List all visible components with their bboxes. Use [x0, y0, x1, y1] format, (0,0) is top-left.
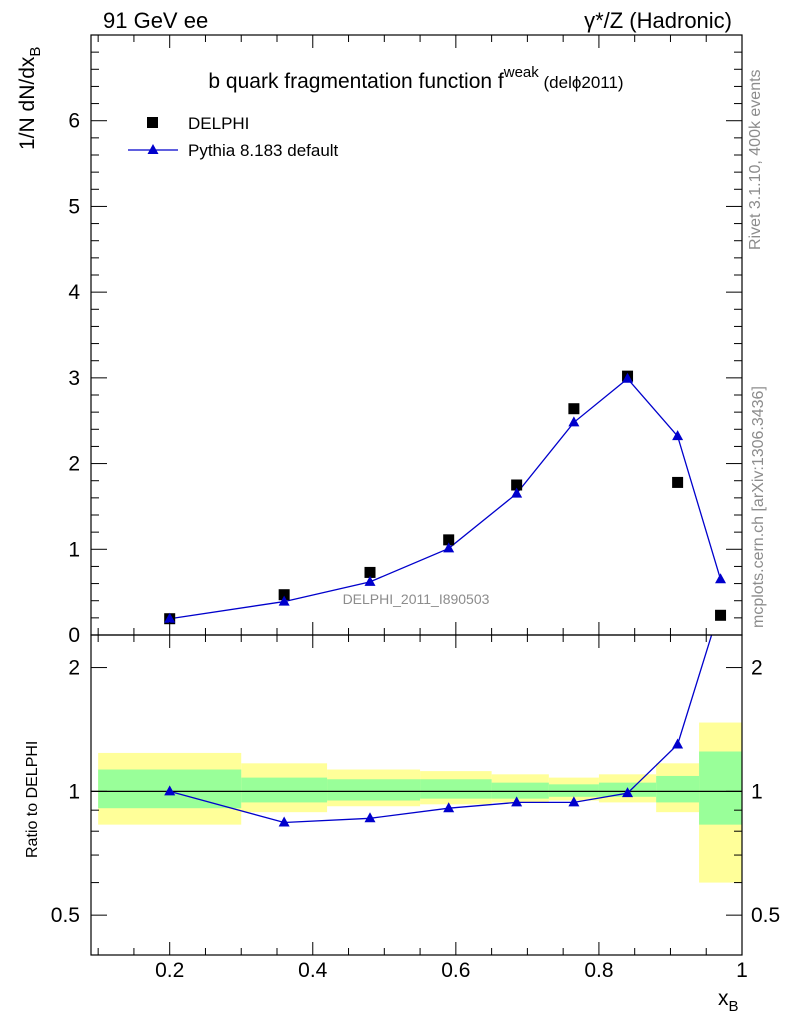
main-y-tick-label: 0	[68, 624, 80, 647]
ratio-point	[715, 600, 726, 610]
main-y-tick-label: 2	[68, 453, 80, 476]
main-y-tick-label: 6	[68, 110, 80, 133]
ratio-y-tick-label: 2	[68, 657, 80, 680]
mc-point	[672, 430, 684, 441]
legend-mc-marker	[147, 144, 159, 154]
chart-title-main: b quark fragmentation function f	[208, 70, 504, 93]
x-axis-label-sub: B	[729, 998, 739, 1015]
data-point	[443, 534, 455, 546]
analysis-watermark: DELPHI_2011_I890503	[343, 591, 490, 607]
ratio-point	[568, 796, 580, 807]
legend: DELPHI Pythia 8.183 default	[128, 114, 339, 160]
x-tick-label: 0.4	[298, 959, 328, 982]
ratio-panel: Ratio to DELPHI	[24, 741, 41, 858]
legend-mc-label: Pythia 8.183 default	[188, 141, 339, 160]
ratio-band-inner	[420, 779, 492, 799]
data-point	[511, 479, 523, 491]
ratio-band-inner	[548, 784, 599, 797]
x-tick-label: 0.8	[584, 959, 613, 982]
mc-series-line	[169, 377, 722, 620]
chart-title-sup: weak	[503, 64, 540, 81]
mc-point	[164, 612, 176, 623]
x-tick-label: 0.2	[155, 959, 184, 982]
ratio-plot-area	[91, 600, 742, 883]
y-axis-label-sub: B	[27, 47, 44, 57]
data-point	[278, 589, 290, 601]
side-mcplots-label: mcplots.cern.ch [arXiv:1306.3436]	[750, 386, 767, 628]
data-point	[568, 403, 580, 415]
ratio-band-inner	[241, 777, 328, 803]
main-y-tick-label: 5	[68, 195, 80, 218]
ratio-band-inner	[491, 782, 549, 799]
ratio-y-tick-label: 1	[68, 780, 80, 803]
ratio-frame	[90, 634, 743, 956]
mc-point	[443, 542, 455, 553]
ratio-y-axis-label: Ratio to DELPHI	[24, 741, 41, 858]
main-panel: b quark fragmentation function fweak (de…	[16, 47, 624, 607]
legend-data-label: DELPHI	[188, 114, 249, 133]
y-axis-label: 1/N dN/dxB	[16, 47, 44, 150]
main-y-tick-label: 4	[68, 281, 80, 304]
chart-title-tail: (delϕ2011)	[539, 73, 624, 92]
ratio-point	[164, 785, 176, 796]
mc-point	[622, 372, 634, 383]
ratio-point	[622, 787, 634, 798]
x-axis-label: xB	[718, 987, 739, 1015]
data-point	[672, 476, 684, 488]
x-axis-label-text: x	[718, 987, 729, 1010]
mc-point	[715, 573, 727, 584]
main-y-tick-label: 3	[68, 367, 80, 390]
mc-point	[568, 416, 580, 427]
data-point	[364, 566, 376, 578]
ratio-band-inner	[327, 779, 421, 801]
x-tick-label: 1	[736, 959, 748, 982]
header-left: 91 GeV ee	[103, 8, 208, 33]
ratio-point	[511, 796, 523, 807]
ratio-band-inner	[699, 751, 742, 825]
ratio-y-tick-label-right: 0.5	[751, 904, 780, 927]
ratio-point	[443, 802, 455, 813]
ratio-band-inner	[656, 775, 700, 803]
ratio-y-tick-label-right: 2	[751, 657, 763, 680]
ratio-y-tick-label-right: 1	[751, 780, 763, 803]
chart-title: b quark fragmentation function fweak (de…	[208, 64, 623, 93]
legend-data-marker	[147, 117, 158, 128]
x-tick-label: 0.6	[441, 959, 470, 982]
ratio-point	[672, 738, 684, 749]
y-axis-label-text: 1/N dN/dx	[16, 56, 39, 150]
header-right: γ*/Z (Hadronic)	[584, 8, 732, 33]
mc-point	[511, 487, 523, 498]
chart-marks: 0.2 0.4 0.6 0.8 1 0 1 2 3 4 5 6 0.5 0.5 1 1 2 2	[51, 35, 780, 982]
main-plot-area	[164, 370, 727, 625]
ratio-point	[278, 816, 290, 827]
main-y-tick-label: 1	[68, 538, 80, 561]
side-rivet-label: Rivet 3.1.10, 400k events	[747, 69, 764, 250]
ratio-point	[364, 812, 376, 823]
mc-point	[364, 575, 376, 586]
data-point	[715, 609, 727, 621]
ratio-y-tick-label: 0.5	[51, 904, 80, 927]
mc-point	[278, 595, 290, 606]
